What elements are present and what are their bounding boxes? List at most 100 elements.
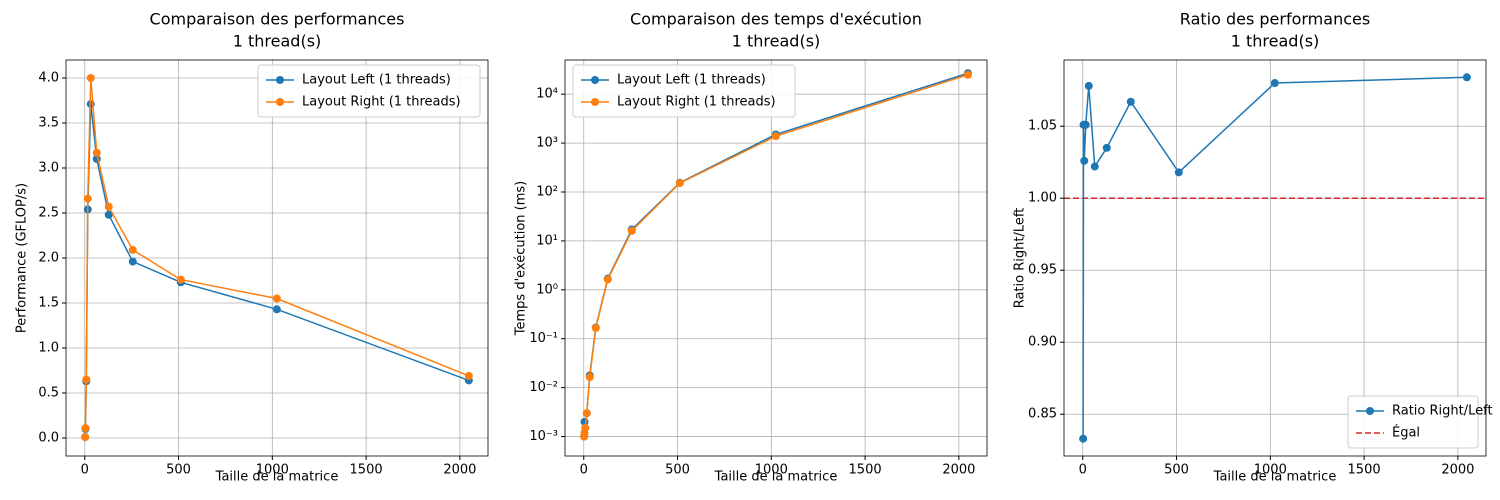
marker xyxy=(1126,97,1135,106)
legend-marker xyxy=(1366,407,1374,415)
y-tick-label: 10⁴ xyxy=(536,87,558,102)
marker xyxy=(1090,162,1099,171)
chart-title: Ratio des performances xyxy=(1180,10,1370,29)
x-tick-label: 500 xyxy=(665,463,690,478)
marker xyxy=(81,424,90,433)
y-axis-label: Temps d'exécution (ms) xyxy=(514,181,529,336)
y-tick-label: 0.0 xyxy=(38,431,59,446)
y-tick-label: 0.5 xyxy=(38,386,59,401)
x-tick-label: 0 xyxy=(81,463,89,478)
legend-label: Égal xyxy=(1392,425,1420,441)
marker xyxy=(581,423,590,432)
x-tick-label: 1000 xyxy=(1254,463,1287,478)
axes-frame xyxy=(1063,59,1487,457)
marker xyxy=(272,294,281,303)
marker xyxy=(92,148,101,157)
x-axis-label: Taille de la matrice xyxy=(1213,470,1337,485)
chart-subtitle: 1 thread(s) xyxy=(732,32,821,51)
marker xyxy=(585,373,594,382)
marker xyxy=(1462,73,1471,82)
legend-label: Layout Right (1 threads) xyxy=(617,95,776,110)
y-tick-label: 4.0 xyxy=(38,71,59,86)
legend: Layout Left (1 threads) Layout Right (1 t… xyxy=(572,64,796,118)
marker xyxy=(963,70,972,79)
legend-label: Layout Right (1 threads) xyxy=(302,95,461,110)
marker xyxy=(603,275,612,284)
legend-marker xyxy=(591,98,599,106)
y-tick-label: 10¹ xyxy=(536,233,558,248)
marker xyxy=(464,371,473,380)
line xyxy=(583,72,969,437)
x-tick-label: 500 xyxy=(1164,463,1189,478)
x-tick-label: 1000 xyxy=(256,463,289,478)
y-tick-label: 10⁰ xyxy=(536,282,558,297)
y-tick-label: 0.90 xyxy=(1028,335,1057,350)
legend-marker xyxy=(591,76,599,84)
y-axis-label: Ratio Right/Left xyxy=(1013,208,1028,309)
y-tick-label: 1.0 xyxy=(38,341,59,356)
x-tick-label: 2000 xyxy=(942,463,975,478)
x-tick-label: 1500 xyxy=(849,463,882,478)
marker xyxy=(1081,120,1090,129)
y-tick-label: 10⁻¹ xyxy=(529,331,558,346)
marker xyxy=(582,409,591,418)
x-tick-label: 0 xyxy=(1079,463,1087,478)
axes-frame xyxy=(564,59,988,457)
line xyxy=(583,74,969,437)
y-tick-label: 1.5 xyxy=(38,296,59,311)
legend: Layout Left (1 threads) Layout Right (1 t… xyxy=(257,64,481,118)
x-tick-label: 2000 xyxy=(443,463,476,478)
y-tick-label: 1.00 xyxy=(1028,191,1057,206)
y-tick-label: 3.5 xyxy=(38,116,59,131)
legend-label: Layout Left (1 threads) xyxy=(617,73,766,88)
x-tick-label: 2000 xyxy=(1441,463,1474,478)
y-tick-label: 2.5 xyxy=(38,206,59,221)
marker xyxy=(82,375,91,384)
y-tick-label: 10⁻² xyxy=(529,380,558,395)
marker xyxy=(104,210,113,219)
marker xyxy=(1270,79,1279,88)
line xyxy=(84,77,470,438)
y-tick-label: 0.95 xyxy=(1028,263,1057,278)
y-tick-label: 10³ xyxy=(536,136,558,151)
x-axis-label: Taille de la matrice xyxy=(215,470,339,485)
x-tick-label: 500 xyxy=(166,463,191,478)
legend-marker xyxy=(276,76,284,84)
legend-label: Ratio Right/Left xyxy=(1392,404,1493,419)
chart-subtitle: 1 thread(s) xyxy=(233,32,322,51)
marker xyxy=(591,324,600,333)
marker xyxy=(81,433,90,442)
marker xyxy=(128,257,137,266)
chart-title: Comparaison des temps d'exécution xyxy=(630,10,922,29)
chart-subtitle: 1 thread(s) xyxy=(1231,32,1320,51)
legend-label: Layout Left (1 threads) xyxy=(302,73,451,88)
y-tick-label: 10² xyxy=(536,185,558,200)
x-axis-label: Taille de la matrice xyxy=(714,470,838,485)
y-tick-label: 1.05 xyxy=(1028,119,1057,134)
line xyxy=(84,104,470,438)
marker xyxy=(675,179,684,188)
line xyxy=(1082,76,1467,439)
y-axis-label: Performance (GFLOP/s) xyxy=(15,183,30,333)
x-tick-label: 1000 xyxy=(755,463,788,478)
y-tick-label: 2.0 xyxy=(38,251,59,266)
marker xyxy=(627,226,636,235)
marker xyxy=(176,275,185,284)
x-tick-label: 0 xyxy=(580,463,588,478)
y-tick-label: 3.0 xyxy=(38,161,59,176)
y-tick-label: 0.85 xyxy=(1028,407,1057,422)
marker xyxy=(1080,156,1089,165)
marker xyxy=(128,245,137,254)
chart-title: Comparaison des performances xyxy=(150,10,405,29)
marker xyxy=(1174,168,1183,177)
marker xyxy=(86,74,95,82)
legend-box xyxy=(257,64,481,118)
x-tick-label: 1500 xyxy=(1348,463,1381,478)
x-tick-label: 1500 xyxy=(350,463,383,478)
marker xyxy=(1079,434,1088,443)
legend-box xyxy=(1347,395,1479,449)
y-tick-label: 10⁻³ xyxy=(529,429,558,444)
marker xyxy=(83,194,92,203)
legend-box xyxy=(572,64,796,118)
